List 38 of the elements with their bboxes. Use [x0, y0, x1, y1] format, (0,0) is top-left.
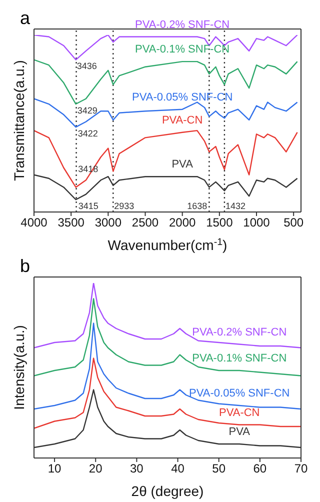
- x-tick-label: 1500: [206, 216, 234, 230]
- x-tick-label: 3000: [94, 216, 122, 230]
- x-tick-label: 40: [171, 462, 185, 476]
- x-tick-label: 2500: [132, 216, 159, 230]
- annotation: 3415: [78, 201, 98, 212]
- x-tick-label: 500: [284, 216, 304, 230]
- annotation: 2933: [114, 201, 134, 212]
- series-label: PVA-0.05% SNF-CN: [132, 91, 233, 104]
- series-label: PVA-CN: [219, 406, 260, 419]
- annotation: 3422: [78, 128, 98, 138]
- series-label: PVA-0.2% SNF-CN: [192, 326, 287, 338]
- x-tick-label: 2000: [168, 216, 196, 230]
- series-label: PVA-0.1% SNF-CN: [192, 352, 287, 364]
- x-tick-label: 20: [88, 462, 103, 476]
- x-tick-label: 60: [253, 462, 267, 476]
- chart-title: a: [20, 8, 30, 28]
- x-tick-label: 10: [48, 462, 62, 476]
- chart-title: b: [20, 256, 30, 276]
- series-label: PVA-CN: [162, 114, 203, 126]
- x-tick-label: 3500: [58, 216, 85, 230]
- x-tick-label: 4000: [20, 216, 48, 230]
- x-axis-title: 2θ (degree): [131, 483, 204, 499]
- series-label: PVA-0.1% SNF-CN: [135, 44, 230, 56]
- series-label: PVA-0.2% SNF-CN: [135, 18, 230, 31]
- x-tick-label: 30: [130, 462, 144, 476]
- annotation: 3429: [77, 105, 98, 116]
- x-tick-label: 1000: [243, 216, 270, 230]
- annotation: 1432: [225, 201, 246, 212]
- x-tick-label: 50: [212, 462, 226, 476]
- y-axis-title: Intensity(a.u.): [10, 325, 27, 410]
- x-tick-label: 70: [294, 462, 308, 476]
- annotation: 1638: [187, 201, 208, 212]
- y-axis-title: Transmittance(a.u.): [10, 60, 27, 181]
- series-label: PVA: [172, 158, 194, 171]
- annotation: 3436: [76, 61, 97, 72]
- series-label: PVA-0.05% SNF-CN: [189, 388, 290, 400]
- series-label: PVA: [228, 426, 251, 438]
- x-axis-title: Wavenumber(cm$^{-1}$): [108, 236, 228, 253]
